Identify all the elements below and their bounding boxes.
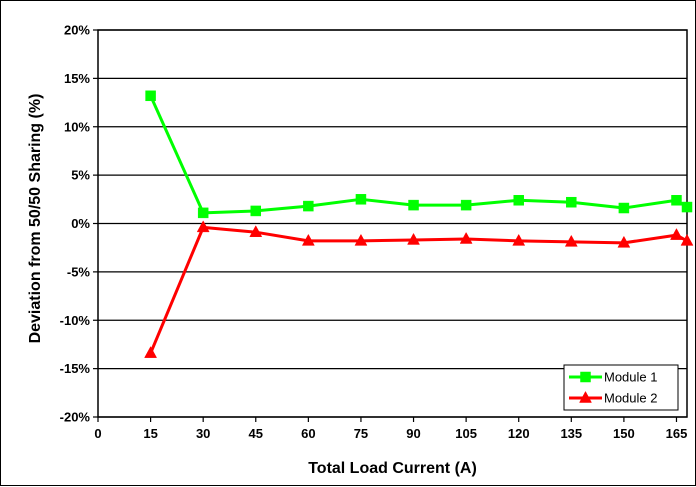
data-point bbox=[197, 207, 209, 219]
data-point bbox=[459, 231, 473, 244]
legend-marker bbox=[580, 371, 591, 383]
data-point bbox=[618, 202, 630, 214]
data-point bbox=[408, 199, 419, 211]
data-point bbox=[460, 199, 472, 211]
data-point bbox=[671, 195, 682, 206]
x-tick-label: 165 bbox=[666, 426, 688, 441]
x-tick-label: 135 bbox=[560, 426, 582, 441]
y-axis-title: Deviation from 50/50 Sharing (%) bbox=[27, 94, 44, 344]
legend-item-2: Module 2 bbox=[569, 391, 657, 406]
series-1 bbox=[145, 90, 693, 219]
x-tick-label: 15 bbox=[143, 426, 157, 441]
data-point bbox=[301, 233, 315, 246]
data-point bbox=[670, 228, 683, 240]
x-tick-label: 0 bbox=[94, 426, 101, 441]
legend-item-1: Module 1 bbox=[569, 370, 657, 385]
data-point bbox=[513, 195, 524, 206]
x-axis-title: Total Load Current (A) bbox=[308, 460, 477, 477]
gridlines bbox=[98, 29, 687, 418]
axis-titles: Total Load Current (A) Deviation from 50… bbox=[27, 94, 477, 477]
data-point bbox=[144, 346, 158, 358]
x-tick-label: 105 bbox=[455, 426, 477, 441]
legend-label: Module 1 bbox=[604, 370, 657, 385]
y-tick-label: 5% bbox=[71, 168, 90, 183]
y-tick-label: -10% bbox=[60, 313, 91, 328]
x-tick-label: 150 bbox=[613, 426, 635, 441]
data-point bbox=[145, 90, 156, 102]
series-line bbox=[149, 95, 688, 215]
series-group bbox=[144, 90, 694, 358]
x-tick-label: 120 bbox=[508, 426, 530, 441]
data-point bbox=[303, 200, 314, 212]
data-point bbox=[617, 235, 631, 248]
y-tick-label: 20% bbox=[64, 23, 90, 38]
y-tick-label: -5% bbox=[67, 264, 91, 279]
legend-label: Module 2 bbox=[604, 391, 657, 406]
y-tick-label: -15% bbox=[60, 361, 91, 376]
series-2 bbox=[144, 220, 694, 358]
legend-marker bbox=[579, 390, 592, 403]
y-tick-label: 0% bbox=[71, 216, 90, 231]
data-point bbox=[196, 220, 210, 233]
data-point bbox=[355, 194, 367, 205]
x-tick-label: 75 bbox=[354, 426, 368, 441]
data-point bbox=[407, 232, 420, 245]
data-point bbox=[681, 201, 693, 213]
data-point bbox=[512, 233, 526, 246]
series-line bbox=[149, 225, 688, 354]
x-tick-label: 30 bbox=[196, 426, 210, 441]
data-point bbox=[250, 205, 262, 217]
axis-ticks: -20% -15% -10% -5% 0% 5% 10% 15% 20% 0 15 30 45 60 75 9… bbox=[60, 23, 688, 442]
legend: Module 1 Module 2 bbox=[563, 364, 679, 411]
x-tick-label: 60 bbox=[301, 426, 315, 441]
data-point bbox=[566, 196, 577, 208]
y-tick-label: 15% bbox=[64, 71, 90, 86]
y-tick-label: -20% bbox=[60, 410, 91, 425]
data-point bbox=[564, 234, 578, 247]
data-point bbox=[354, 233, 368, 246]
data-point bbox=[249, 225, 263, 237]
x-tick-label: 45 bbox=[249, 426, 263, 441]
x-tick-label: 90 bbox=[406, 426, 420, 441]
data-point bbox=[680, 233, 694, 246]
y-tick-label: 10% bbox=[64, 119, 90, 134]
